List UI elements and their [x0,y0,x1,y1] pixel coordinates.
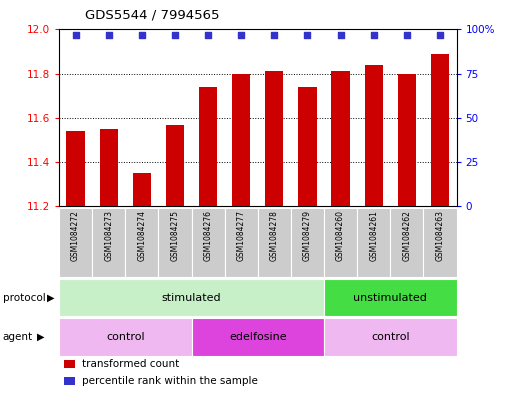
Bar [299,87,317,206]
Point [403,31,411,38]
Point [137,31,146,38]
Bar [324,279,457,316]
Bar [324,318,457,356]
Bar [59,208,92,277]
Bar [166,125,184,206]
Bar [64,377,75,385]
Point [71,31,80,38]
Text: unstimulated: unstimulated [353,293,427,303]
Text: GSM1084278: GSM1084278 [270,210,279,261]
Text: GSM1084277: GSM1084277 [236,210,246,261]
Bar [67,131,85,206]
Bar [159,208,191,277]
Point [370,31,378,38]
Text: control: control [106,332,145,342]
Text: GSM1084260: GSM1084260 [336,210,345,261]
Point [105,31,113,38]
Bar [390,208,423,277]
Text: GSM1084263: GSM1084263 [436,210,444,261]
Point [436,31,444,38]
Bar [324,208,357,277]
Text: GSM1084273: GSM1084273 [104,210,113,261]
Text: edelfosine: edelfosine [229,332,287,342]
Bar [291,208,324,277]
Bar [398,74,416,206]
Bar [199,87,217,206]
Bar [423,208,457,277]
Bar [357,208,390,277]
Text: agent: agent [3,332,33,342]
Text: GSM1084276: GSM1084276 [204,210,212,261]
Text: GDS5544 / 7994565: GDS5544 / 7994565 [85,9,219,22]
Bar [191,318,324,356]
Text: ▶: ▶ [47,293,55,303]
Text: GSM1084275: GSM1084275 [170,210,180,261]
Bar [258,208,291,277]
Bar [125,208,159,277]
Bar [59,279,324,316]
Text: transformed count: transformed count [82,359,180,369]
Point [337,31,345,38]
Text: GSM1084261: GSM1084261 [369,210,378,261]
Bar [92,208,125,277]
Bar [191,208,225,277]
Text: GSM1084279: GSM1084279 [303,210,312,261]
Bar [100,129,118,206]
Text: GSM1084274: GSM1084274 [137,210,146,261]
Bar [225,208,258,277]
Point [237,31,245,38]
Bar [64,360,75,367]
Text: GSM1084262: GSM1084262 [402,210,411,261]
Text: protocol: protocol [3,293,45,303]
Bar [365,65,383,206]
Bar [133,173,151,206]
Text: stimulated: stimulated [162,293,221,303]
Bar [331,72,350,206]
Text: percentile rank within the sample: percentile rank within the sample [82,376,258,386]
Bar [431,54,449,206]
Point [171,31,179,38]
Bar [59,318,191,356]
Point [270,31,279,38]
Text: control: control [371,332,409,342]
Text: ▶: ▶ [37,332,45,342]
Bar [265,72,284,206]
Text: GSM1084272: GSM1084272 [71,210,80,261]
Point [204,31,212,38]
Point [303,31,311,38]
Bar [232,74,250,206]
